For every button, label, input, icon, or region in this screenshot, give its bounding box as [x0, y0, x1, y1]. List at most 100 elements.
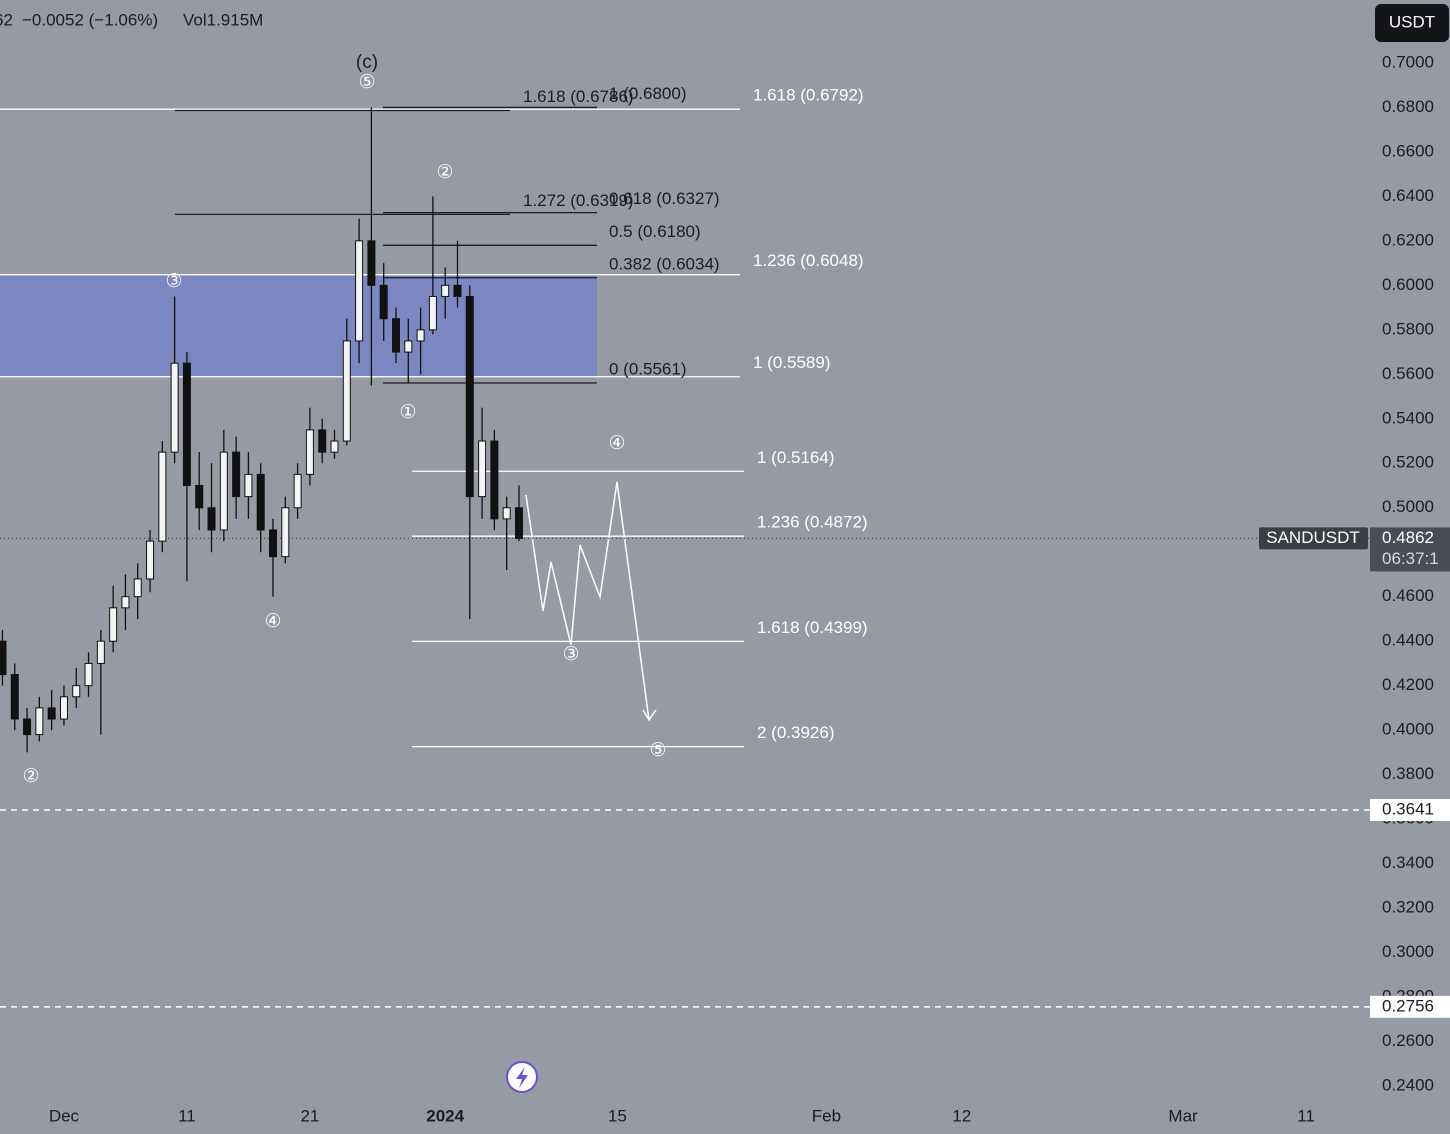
y-tick-label: 0.4400: [1382, 631, 1434, 650]
projection-path: [525, 481, 650, 721]
candle-body: [170, 362, 179, 453]
alert-label: 0.2756: [1382, 996, 1434, 1015]
candle-body: [305, 429, 314, 475]
candle-body: [256, 473, 265, 531]
x-tick-label: 21: [300, 1106, 319, 1125]
drawings: 1.618 (0.6792) 1.236 (0.6048) 1 (0.5589) 1 …: [0, 84, 868, 748]
wave-label: ②: [22, 766, 39, 787]
fib-label: 1.618 (0.6786): [523, 87, 634, 106]
header: 62 −0.0052 (−1.06%) Vol1.915M: [0, 10, 263, 29]
price-label: 0.4862: [1382, 528, 1434, 547]
header-change: −0.0052 (−1.06%): [22, 10, 158, 29]
candle-body: [146, 540, 155, 580]
wave-label: ⑤: [649, 740, 666, 761]
fib-label: 0.5 (0.6180): [609, 222, 701, 241]
candle-body: [96, 640, 105, 664]
fib-label: 0.382 (0.6034): [609, 254, 720, 273]
candle-body: [109, 607, 118, 642]
candle-body: [367, 240, 376, 286]
candle-body: [10, 674, 19, 720]
candle-body: [232, 451, 241, 498]
x-tick-label: Mar: [1168, 1106, 1198, 1125]
x-tick-label: 2024: [426, 1106, 464, 1125]
alert-label: 0.3641: [1382, 799, 1434, 818]
candle-body: [342, 340, 351, 442]
x-tick-label: 11: [178, 1106, 196, 1125]
y-tick-label: 0.3200: [1382, 898, 1434, 917]
candle-body: [59, 696, 68, 720]
candle-body: [182, 362, 191, 487]
candle-body: [269, 529, 278, 558]
y-tick-label: 0.5400: [1382, 408, 1434, 427]
y-tick-label: 0.6800: [1382, 97, 1434, 116]
y-tick-label: 0.4200: [1382, 675, 1434, 694]
currency-button[interactable]: USDT: [1375, 4, 1449, 42]
candle-body: [355, 240, 364, 342]
candle-body: [502, 507, 511, 520]
fib-label: 1.272 (0.6319): [523, 191, 634, 210]
candle-body: [158, 451, 167, 542]
header-price: 62: [0, 10, 13, 29]
candle-body: [72, 685, 81, 698]
x-tick-label: Feb: [812, 1106, 841, 1125]
y-tick-label: 0.4000: [1382, 720, 1434, 739]
candle-body: [293, 473, 302, 509]
candle-body: [416, 329, 425, 342]
candle-body: [453, 284, 462, 297]
candle-body: [133, 578, 142, 598]
wave-label: ①: [399, 402, 416, 423]
wave-label: ②: [436, 162, 453, 183]
candle-body: [478, 440, 487, 498]
candle-body: [47, 707, 56, 720]
projection-arrowhead: [642, 709, 657, 722]
currency-button-label[interactable]: USDT: [1389, 12, 1435, 31]
y-tick-label: 0.5200: [1382, 453, 1434, 472]
currency-button-bg[interactable]: [1375, 4, 1449, 42]
wave-label: ③: [562, 644, 579, 665]
y-tick-label: 0.3000: [1382, 942, 1434, 961]
candle-body: [121, 596, 130, 609]
x-tick-label: 12: [952, 1106, 971, 1125]
countdown-label: 06:37:1: [1382, 549, 1439, 568]
price-tag: [1370, 527, 1450, 572]
y-tick-label: 0.5800: [1382, 319, 1434, 338]
candle-body: [490, 440, 499, 520]
candle-body: [465, 295, 474, 498]
candle-body: [281, 507, 290, 558]
fib-label: 0.618 (0.6327): [609, 189, 720, 208]
icon-bolt[interactable]: [516, 1067, 528, 1088]
fib-label: 1.236 (0.4872): [757, 513, 868, 532]
fib-label: 0 (0.5561): [609, 359, 687, 378]
candle-body: [195, 485, 204, 509]
x-tick-label: 15: [608, 1106, 627, 1125]
fib-label: 1.236 (0.6048): [753, 251, 864, 270]
fib-label: 1 (0.5164): [757, 448, 835, 467]
x-tick-label: Dec: [49, 1106, 80, 1125]
wave-label: ⑤: [358, 72, 375, 93]
x-tick-label: 11: [1297, 1106, 1315, 1125]
candle-body: [428, 295, 437, 331]
symbol-label: SANDUSDT: [1266, 528, 1360, 547]
wave-label: (c): [356, 52, 378, 73]
y-tick-label: 0.5000: [1382, 497, 1434, 516]
candle-body: [244, 473, 253, 498]
y-tick-label: 0.6600: [1382, 141, 1434, 160]
replay-icon[interactable]: [506, 1061, 538, 1093]
candle-body: [514, 507, 523, 539]
fib-label: 1 (0.5589): [753, 353, 831, 372]
candle-body: [318, 429, 327, 453]
candle-body: [379, 284, 388, 320]
wave-label: ④: [608, 433, 625, 454]
y-tick-label: 0.6000: [1382, 275, 1434, 294]
candle-body: [84, 662, 93, 687]
y-tick-label: 0.3800: [1382, 764, 1434, 783]
wave-label: ④: [264, 611, 281, 632]
y-tick-label: 0.2600: [1382, 1031, 1434, 1050]
candle-body: [23, 718, 32, 736]
y-tick-label: 0.6200: [1382, 230, 1434, 249]
fib-label: 1.618 (0.6792): [753, 86, 864, 105]
candle-body: [35, 707, 44, 736]
candle-body: [0, 640, 7, 676]
